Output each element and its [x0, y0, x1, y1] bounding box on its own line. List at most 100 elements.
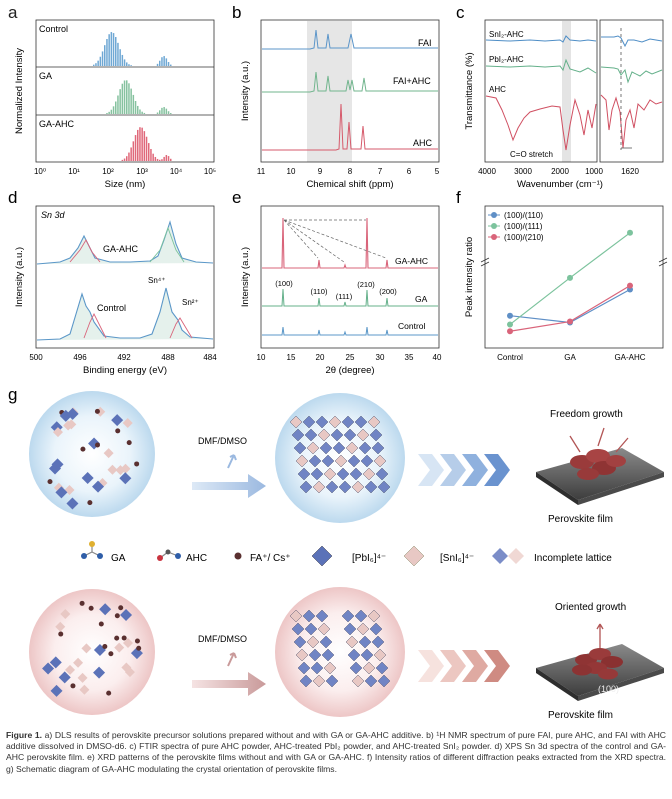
dls-bar: [115, 37, 117, 66]
dls-bar: [117, 95, 119, 114]
panel-a-xlabel: Size (nm): [105, 179, 146, 190]
lattice-octahedron: [341, 415, 355, 429]
panel-b-frame: [260, 19, 440, 163]
evaporation-arrow-bottom: [227, 652, 237, 667]
pbi6-octahedron: [119, 472, 132, 485]
dls-bar: [101, 51, 104, 66]
panel-b-xtick: 6: [407, 167, 412, 176]
lattice-octahedron: [302, 609, 316, 623]
dls-bar: [106, 38, 108, 66]
lattice-octahedron: [319, 441, 333, 455]
lattice-octahedron: [377, 480, 391, 494]
panel-e-xtick: 40: [433, 353, 442, 362]
dls-bar: [117, 42, 119, 66]
sni6-octahedron: [122, 417, 133, 428]
dls-bar: [126, 156, 128, 161]
dls-bar: [123, 80, 126, 114]
legend-incomplete-lattice-a: [492, 548, 508, 564]
lattice-octahedron: [299, 480, 313, 494]
panel-b-xtick: 11: [257, 167, 266, 176]
dls-bar: [112, 33, 115, 66]
panel-f-xtick: Control: [497, 353, 523, 362]
panel-b-xticks: 11 10 9 8 7 6 5: [257, 167, 440, 176]
dls-bar: [128, 64, 130, 66]
lattice-octahedron: [371, 635, 385, 649]
dls-bar: [130, 147, 132, 161]
dls-bar: [108, 111, 110, 114]
panel-e: e GA-AHC GA Control (100) (110) (111) (2…: [232, 188, 442, 376]
xps-ga-ahc-spectrum: [36, 220, 214, 265]
dls-bar: [93, 64, 95, 66]
ratio-point: [627, 229, 633, 236]
dls-bar: [99, 56, 102, 66]
solvent-label-bottom: DMF/DMSO: [198, 634, 247, 644]
cation: [95, 442, 101, 448]
cation: [126, 440, 132, 446]
lattice-octahedron: [295, 454, 309, 468]
grain: [589, 648, 611, 660]
dls-bar: [123, 158, 126, 161]
dls-bar: [128, 152, 130, 161]
lattice-octahedron: [291, 428, 305, 442]
xrd-guide-lines: [283, 219, 387, 263]
cation: [114, 635, 120, 641]
chevrons-bottom: [418, 650, 510, 682]
panel-c: c SnI₂-AHC PbI₂-AHC AHC C=O stretch Tran…: [456, 3, 664, 190]
panel-c-ylabel: Transmittance (%): [464, 52, 475, 129]
ftir-ahc-trace: [485, 95, 597, 151]
ratio-point: [567, 274, 573, 281]
dls-bar: [143, 112, 146, 114]
cation: [134, 461, 140, 467]
dls-bar: [110, 109, 113, 114]
dls-bar: [97, 60, 99, 66]
legend-sni6-octahedron: [403, 545, 425, 567]
figure-caption: Figure 1. a) DLS results of perovskite p…: [6, 730, 666, 775]
lattice-octahedron: [360, 454, 374, 468]
lattice-octahedron: [289, 415, 303, 429]
lattice-octahedron: [315, 609, 329, 623]
ratio-point: [507, 328, 513, 335]
panel-c-shaded-band: [562, 21, 571, 162]
panel-d-xtick: 492: [117, 353, 131, 362]
dls-ga-bars: [106, 80, 172, 114]
dls-bar: [165, 58, 168, 66]
inset-sni2-trace: [601, 35, 663, 48]
panel-a-frame: [35, 19, 215, 163]
pbi6-octahedron: [66, 407, 79, 420]
panel-f: f (100)/(110) (100)/(111) (100)/(210) Co…: [456, 188, 668, 362]
perovskite-grains-bottom: [572, 648, 623, 680]
panel-b-ylabel: Intensity (a.u.): [240, 61, 251, 121]
lattice-octahedron: [351, 674, 365, 688]
dls-bar: [167, 62, 170, 66]
lattice-octahedron: [354, 415, 368, 429]
lattice-octahedron: [334, 454, 348, 468]
lattice-octahedron: [332, 441, 346, 455]
lattice-octahedron: [369, 622, 383, 636]
dls-bar: [156, 112, 159, 114]
growth-arrow-oriented: [596, 623, 604, 648]
panel-d-xtick: 500: [29, 353, 43, 362]
lattice-octahedron: [319, 635, 333, 649]
chevron-top: [462, 454, 488, 486]
cation: [80, 446, 86, 452]
inset-ahc-trace: [600, 94, 663, 149]
panel-f-legend: (100)/(110) (100)/(111) (100)/(210): [488, 211, 544, 242]
xrd-ga-ahc-trace: [262, 217, 438, 269]
xrd-ga-trace: [262, 288, 438, 307]
lattice-octahedron: [304, 428, 318, 442]
lattice-octahedron: [345, 441, 359, 455]
panel-c-main-frame: [484, 19, 598, 163]
legend-ga-molecule: [81, 541, 103, 559]
grain: [601, 656, 623, 668]
legend-label-incomplete-lattice: Incomplete lattice: [534, 553, 612, 564]
panel-a-xtick: 10⁰: [34, 167, 46, 176]
trace-label-ga-ahc: GA-AHC: [395, 256, 428, 266]
lattice-octahedron: [321, 648, 335, 662]
nmr-ahc-trace: [262, 103, 438, 151]
lattice-octahedron: [336, 467, 350, 481]
peak-label-210: (210): [357, 280, 375, 289]
dls-bar: [104, 45, 106, 66]
panel-d: d Sn 3d GA-AHC Control Sn⁴⁺ Sn²⁺ Intensi…: [8, 188, 217, 376]
sni6-octahedron: [122, 637, 133, 648]
pbi6-octahedron: [120, 609, 133, 622]
